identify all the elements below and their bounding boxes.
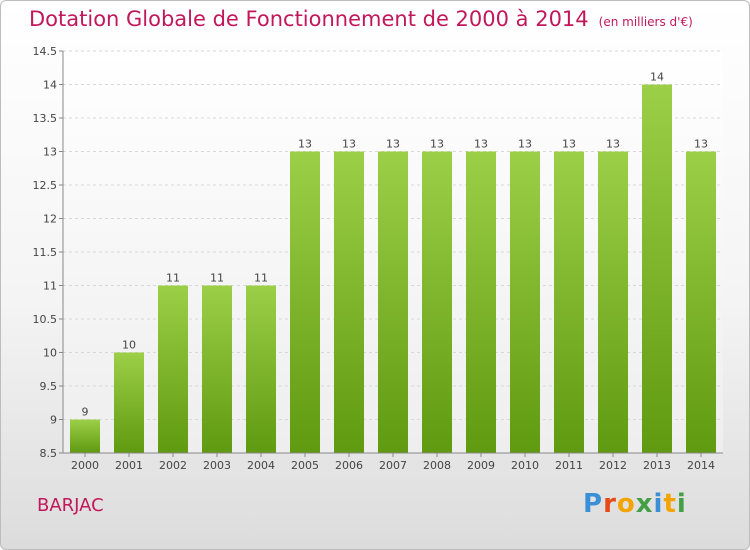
bar-2007 (378, 151, 408, 453)
y-tick-label: 10 (43, 347, 57, 360)
unit-note: (en milliers d'€) (598, 15, 693, 29)
y-tick-label: 14 (43, 79, 57, 92)
data-label-2006: 13 (342, 138, 356, 151)
bar-2010 (510, 151, 540, 453)
x-tick-label: 2003 (203, 459, 231, 472)
logo-letter: t (663, 489, 677, 519)
data-label-2003: 11 (210, 272, 224, 285)
bar-2003 (202, 285, 232, 453)
data-label-2000: 9 (82, 406, 89, 419)
x-tick-label: 2013 (643, 459, 671, 472)
y-tick-label: 13.5 (33, 112, 58, 125)
data-label-2012: 13 (606, 138, 620, 151)
y-axis-ticks: 8.5 9 9.5 10 10.5 11 11.5 12 12.5 13 13.5 14 14.5 (33, 45, 63, 460)
commune-name: BARJAC (37, 495, 104, 516)
bars: 9 10 11 11 11 13 13 13 13 13 13 13 13 14 13 (70, 71, 716, 453)
bar-2014 (686, 151, 716, 453)
data-label-2004: 11 (254, 272, 268, 285)
logo-letter: i (653, 489, 664, 519)
data-label-2014: 13 (694, 138, 708, 151)
bar-2013 (642, 84, 672, 453)
y-tick-label: 12 (43, 213, 57, 226)
logo-letter: P (583, 489, 604, 519)
x-tick-label: 2000 (71, 459, 99, 472)
x-tick-label: 2012 (599, 459, 627, 472)
y-tick-label: 11.5 (33, 246, 58, 259)
bar-2012 (598, 151, 628, 453)
x-tick-label: 2001 (115, 459, 143, 472)
logo-letter: r (603, 489, 617, 519)
x-axis-ticks: 2000 2001 2002 2003 2004 2005 2006 2007 2008 2009… (71, 453, 715, 472)
bar-2006 (334, 151, 364, 453)
y-tick-label: 13 (43, 146, 57, 159)
data-label-2002: 11 (166, 272, 180, 285)
x-tick-label: 2006 (335, 459, 363, 472)
bar-2009 (466, 151, 496, 453)
bar-2002 (158, 285, 188, 453)
y-tick-label: 8.5 (40, 447, 58, 460)
data-label-2009: 13 (474, 138, 488, 151)
y-tick-label: 14.5 (33, 45, 58, 58)
data-label-2008: 13 (430, 138, 444, 151)
logo-letter: o (616, 489, 636, 519)
bar-2008 (422, 151, 452, 453)
bar-2000 (70, 419, 100, 453)
data-label-2007: 13 (386, 138, 400, 151)
y-tick-label: 10.5 (33, 313, 58, 326)
bar-2005 (290, 151, 320, 453)
x-tick-label: 2014 (687, 459, 715, 472)
data-label-2005: 13 (298, 138, 312, 151)
y-tick-label: 9 (50, 414, 57, 427)
data-label-2013: 14 (650, 71, 664, 84)
y-tick-label: 12.5 (33, 179, 58, 192)
bar-2001 (114, 352, 144, 453)
proxiti-logo: Proxiti (583, 489, 687, 519)
x-tick-label: 2007 (379, 459, 407, 472)
x-tick-label: 2009 (467, 459, 495, 472)
chart-title-text: Dotation Globale de Fonctionnement de 20… (29, 7, 589, 31)
chart-title: Dotation Globale de Fonctionnement de 20… (29, 7, 693, 31)
y-tick-label: 9.5 (40, 380, 58, 393)
bar-2004 (246, 285, 276, 453)
logo-letter: i (676, 489, 687, 519)
x-tick-label: 2010 (511, 459, 539, 472)
x-tick-label: 2005 (291, 459, 319, 472)
x-tick-label: 2004 (247, 459, 275, 472)
data-label-2001: 10 (122, 339, 136, 352)
y-tick-label: 11 (43, 280, 57, 293)
bar-2011 (554, 151, 584, 453)
x-tick-label: 2002 (159, 459, 187, 472)
logo-letter: x (635, 489, 654, 519)
data-label-2011: 13 (562, 138, 576, 151)
x-tick-label: 2008 (423, 459, 451, 472)
data-label-2010: 13 (518, 138, 532, 151)
x-tick-label: 2011 (555, 459, 583, 472)
